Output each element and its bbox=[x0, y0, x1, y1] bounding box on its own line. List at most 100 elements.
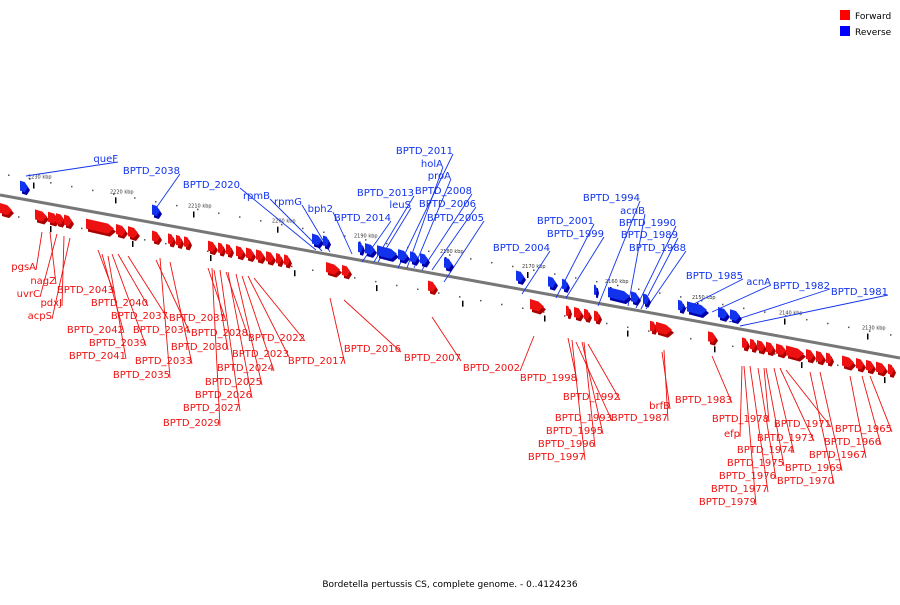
gene-label-bptd-1995: BPTD_1995 bbox=[546, 426, 603, 437]
scale-dot bbox=[722, 303, 724, 306]
forward-gene bbox=[342, 264, 350, 277]
leader-bptd-1969 bbox=[819, 371, 843, 472]
scale-dot bbox=[774, 353, 776, 355]
gene-label-bptd-2022: BPTD_2022 bbox=[248, 333, 305, 344]
scale-dot bbox=[323, 231, 325, 233]
reverse-gene bbox=[152, 204, 160, 216]
leader-bptd-2035 bbox=[159, 257, 171, 379]
gene-label-efp: efp bbox=[724, 429, 740, 440]
gene-label-bptd-1987: BPTD_1987 bbox=[611, 413, 668, 424]
kbp-label: 2160 kbp bbox=[605, 279, 629, 285]
scale-dot bbox=[827, 322, 829, 325]
leader-bptd-2034 bbox=[155, 259, 191, 334]
scale-dot bbox=[8, 174, 10, 176]
kbp-label: 2200 kbp bbox=[272, 219, 296, 225]
kbp-tick-lower bbox=[544, 315, 546, 322]
kbp-label: 2180 kbp bbox=[440, 249, 464, 255]
reverse-gene bbox=[516, 270, 524, 282]
leader-bptd-2008 bbox=[421, 193, 473, 271]
leader-bptd-2011 bbox=[397, 153, 454, 269]
scale-dot bbox=[417, 288, 419, 291]
kbp-tick-lower bbox=[801, 362, 803, 369]
gene-label-bptd-2007: BPTD_2007 bbox=[404, 353, 461, 364]
forward-gene bbox=[816, 350, 824, 363]
gene-label-proa: proA bbox=[428, 171, 451, 182]
leader-bptd-2007 bbox=[431, 316, 462, 362]
gene-label-bptd-1996: BPTD_1996 bbox=[538, 439, 595, 450]
leader-bptd-1973 bbox=[779, 367, 815, 442]
reverse-gene bbox=[358, 241, 363, 253]
gene-label-quef: queF bbox=[93, 154, 118, 165]
scale-dot bbox=[890, 334, 892, 336]
gene-label-bptd-1970: BPTD_1970 bbox=[777, 476, 834, 487]
leader-bptd-2039 bbox=[111, 253, 147, 347]
forward-gene bbox=[876, 361, 886, 374]
gene-label-bptd-1997: BPTD_1997 bbox=[528, 452, 585, 463]
leader-bptd-2037 bbox=[127, 255, 169, 320]
gene-label-bptd-2014: BPTD_2014 bbox=[334, 213, 391, 224]
kbp-label: 2140 kbp bbox=[779, 311, 803, 317]
leader-bptd-2002 bbox=[519, 335, 535, 372]
forward-gene bbox=[226, 243, 232, 256]
gene-label-bptd-2040: BPTD_2040 bbox=[91, 298, 148, 309]
caption: Bordetella pertussis CS, complete genome… bbox=[322, 580, 578, 590]
leader-bptd-2030 bbox=[213, 269, 229, 351]
leader-acps bbox=[51, 237, 71, 320]
leader-bptd-1967 bbox=[849, 375, 867, 459]
forward-gene bbox=[656, 321, 672, 335]
gene-label-bptd-2043: BPTD_2043 bbox=[57, 285, 114, 296]
leader-nagz bbox=[49, 231, 57, 285]
scale-dot bbox=[344, 235, 346, 237]
gene-label-bptd-2001: BPTD_2001 bbox=[537, 216, 594, 227]
gene-label-bptd-1969: BPTD_1969 bbox=[785, 463, 842, 474]
forward-gene bbox=[888, 363, 894, 375]
scale-dot bbox=[575, 277, 577, 279]
scale-dot bbox=[480, 299, 482, 302]
leader-bptd-2024 bbox=[241, 275, 275, 372]
legend-forward-label: Forward bbox=[855, 12, 891, 22]
leader-bptd-2027 bbox=[219, 269, 241, 412]
leader-bptd-2033 bbox=[169, 261, 193, 365]
kbp-label: 2220 kbp bbox=[110, 189, 134, 195]
reverse-gene bbox=[377, 245, 397, 259]
gene-label-acna: acnA bbox=[746, 277, 771, 288]
gene-label-bptd-2023: BPTD_2023 bbox=[232, 349, 289, 360]
gene-label-bptd-2029: BPTD_2029 bbox=[163, 418, 220, 429]
label-leader-lines bbox=[25, 153, 893, 506]
scale-dot bbox=[81, 227, 83, 230]
forward-gene bbox=[326, 262, 340, 275]
gene-label-bptd-1999: BPTD_1999 bbox=[547, 229, 604, 240]
gene-label-bptd-1993: BPTD_1993 bbox=[555, 413, 612, 424]
leader-bptd-2016 bbox=[343, 299, 402, 353]
scale-dot bbox=[617, 284, 619, 287]
forward-gene bbox=[574, 306, 582, 319]
reverse-gene bbox=[365, 243, 375, 255]
leader-hola bbox=[406, 166, 444, 269]
gene-label-bptd-2024: BPTD_2024 bbox=[217, 363, 274, 374]
kbp-tick-lower bbox=[714, 346, 716, 353]
scale-dot bbox=[543, 311, 545, 313]
gene-label-bptd-2038: BPTD_2038 bbox=[123, 166, 180, 177]
gene-label-bptd-2031: BPTD_2031 bbox=[169, 313, 226, 324]
leader-bptd-2029 bbox=[211, 267, 221, 427]
scale-dot bbox=[732, 345, 734, 348]
gene-labels: queFBPTD_2038BPTD_2020rpmBrpmGbph2BPTD_2… bbox=[11, 146, 892, 508]
scale-dot bbox=[596, 280, 598, 283]
scale-dot bbox=[491, 261, 493, 264]
kbp-tick bbox=[33, 182, 35, 189]
gene-features bbox=[0, 180, 896, 378]
forward-gene bbox=[566, 305, 570, 317]
forward-gene bbox=[236, 245, 244, 258]
forward-gene bbox=[428, 280, 436, 292]
leader-bptd-1982 bbox=[728, 288, 831, 323]
kbp-tick-lower bbox=[50, 226, 52, 233]
leader-bptd-2041 bbox=[107, 255, 127, 360]
kbp-tick bbox=[193, 211, 195, 218]
scale-dot bbox=[218, 212, 220, 214]
forward-gene bbox=[776, 343, 786, 356]
scale-dot bbox=[375, 280, 377, 283]
gene-label-hola: holA bbox=[421, 159, 443, 170]
forward-gene bbox=[176, 234, 182, 246]
gene-label-bptd-2006: BPTD_2006 bbox=[419, 199, 476, 210]
forward-gene bbox=[826, 352, 832, 364]
